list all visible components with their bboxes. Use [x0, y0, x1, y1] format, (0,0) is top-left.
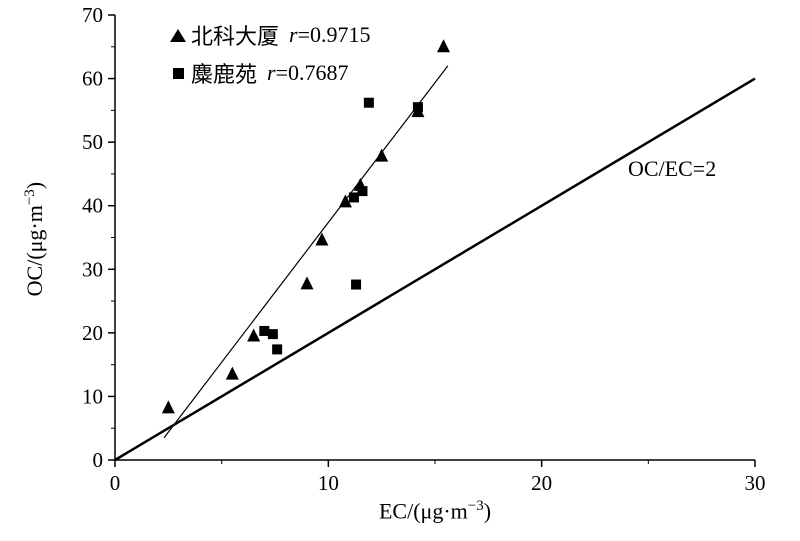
triangle-point [437, 39, 451, 53]
triangle-point [338, 194, 352, 208]
y-tick-label: 0 [93, 448, 104, 472]
square-point [351, 279, 362, 290]
square-point [267, 329, 278, 340]
x-tick-label: 20 [531, 471, 552, 495]
y-tick-label: 10 [82, 384, 103, 408]
y-axis-label-end: ) [22, 181, 48, 190]
y-tick-label: 50 [82, 130, 103, 154]
x-axis-label-main: EC/(μg·m [378, 498, 468, 524]
x-axis-label-end: ) [483, 498, 492, 524]
reference-line-label: OC/EC=2 [628, 156, 717, 181]
y-tick-label: 40 [82, 194, 103, 218]
x-tick-label: 30 [745, 471, 766, 495]
square-point [412, 102, 423, 113]
legend-series-name: 麋鹿苑 [191, 62, 258, 87]
legend: 北科大厦 r =0.9715 麋鹿苑 r =0.7687 [165, 16, 371, 92]
legend-r-value: =0.9715 [297, 22, 371, 47]
square-point [363, 97, 374, 108]
y-tick-label: 20 [82, 321, 103, 345]
y-tick-label: 70 [82, 3, 103, 27]
y-tick-label: 30 [82, 257, 103, 281]
triangle-point [161, 400, 175, 414]
legend-r-value: =0.7687 [275, 60, 349, 85]
x-tick-label: 0 [110, 471, 121, 495]
y-tick-label: 60 [82, 67, 103, 91]
triangle-marker-icon [170, 28, 186, 42]
square-marker-icon [172, 67, 184, 79]
triangle-point [315, 232, 329, 246]
legend-r-variable: r [267, 60, 276, 85]
triangle-point [300, 276, 314, 290]
triangle-point [375, 148, 389, 162]
square-point [259, 325, 270, 336]
reference-line [114, 77, 756, 462]
x-tick-label: 10 [318, 471, 339, 495]
fit-line [163, 65, 449, 439]
square-point [357, 186, 368, 197]
triangle-point [225, 366, 239, 380]
legend-marker-cell [165, 28, 191, 42]
legend-series-name: 北科大厦 [191, 24, 280, 49]
legend-r-variable: r [289, 22, 298, 47]
legend-marker-cell [165, 67, 191, 79]
legend-item-series-2: 麋鹿苑 r =0.7687 [165, 54, 371, 92]
x-axis-label-superscript: −3 [467, 498, 484, 514]
triangle-point [247, 328, 261, 342]
legend-item-series-1: 北科大厦 r =0.9715 [165, 16, 371, 54]
x-axis-label: EC/(μg·m−3) [335, 498, 535, 524]
y-axis-label-main: OC/(μg·m [22, 205, 48, 297]
square-point [272, 344, 283, 355]
square-point [348, 192, 359, 203]
y-axis-label: OC/(μg·m−3) [22, 154, 48, 324]
y-axis-label-superscript: −3 [21, 189, 38, 206]
